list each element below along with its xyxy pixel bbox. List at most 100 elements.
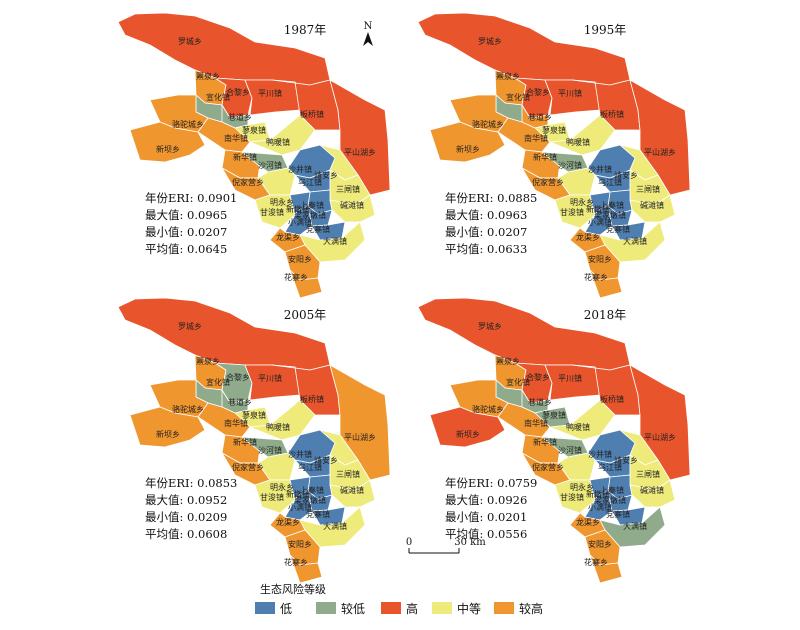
place-label: 安阳乡 bbox=[288, 254, 312, 264]
region-huazhai bbox=[589, 554, 623, 584]
legend-title: 生态风险等级 bbox=[260, 582, 326, 596]
region-jiantan bbox=[329, 479, 376, 508]
region-dangzhai bbox=[611, 221, 646, 241]
place-label: 巷道乡 bbox=[228, 397, 252, 407]
place-label: 上秦镇 bbox=[300, 200, 324, 210]
place-label: 花寨乡 bbox=[584, 557, 608, 567]
region-huazhai bbox=[289, 269, 323, 299]
place-label: 三闸镇 bbox=[636, 184, 660, 194]
place-label: 新坝乡 bbox=[456, 144, 480, 154]
scale-bar: 0 30 km bbox=[406, 537, 486, 554]
place-label: 安阳乡 bbox=[288, 539, 312, 549]
place-label: 蓼泉镇 bbox=[542, 125, 566, 135]
place-label: 新华镇 bbox=[533, 152, 557, 162]
place-label: 巷道乡 bbox=[228, 112, 252, 122]
legend: 生态风险等级 低 较低 高 中等 较高 bbox=[255, 582, 543, 616]
place-label: 三闸镇 bbox=[636, 469, 660, 479]
panel-stat-line: 最小值: 0.0209 bbox=[145, 510, 227, 524]
region-dangzhai bbox=[311, 506, 346, 526]
place-label: 安阳乡 bbox=[588, 254, 612, 264]
region-dangzhai bbox=[311, 221, 346, 241]
place-label: 甘浚镇 bbox=[260, 492, 284, 502]
legend-label: 较低 bbox=[341, 601, 365, 616]
legend-items: 低 较低 高 中等 较高 bbox=[255, 601, 543, 616]
place-label: 罴泉乡 bbox=[496, 356, 520, 366]
place-label: 倪家营乡 bbox=[232, 177, 264, 187]
place-label: 骆驼城乡 bbox=[172, 404, 204, 414]
place-label: 沙井镇 bbox=[288, 449, 312, 459]
place-label: 上秦镇 bbox=[600, 485, 624, 495]
panel-stat-line: 平均值: 0.0633 bbox=[445, 242, 527, 256]
legend-swatch bbox=[494, 602, 514, 614]
place-label: 合黎乡 bbox=[526, 372, 550, 382]
place-label: 平川镇 bbox=[558, 373, 582, 383]
place-label: 龙渠乡 bbox=[276, 232, 300, 242]
place-label: 罗城乡 bbox=[478, 37, 502, 46]
place-label: 平川镇 bbox=[258, 373, 282, 383]
region-xinba bbox=[129, 121, 206, 163]
scale-bar-start-label: 0 bbox=[406, 537, 412, 548]
place-label: 甘浚镇 bbox=[560, 492, 584, 502]
legend-label: 中等 bbox=[457, 601, 481, 616]
place-label: 骆驼城乡 bbox=[472, 119, 504, 129]
place-label: 新墩镇 bbox=[586, 489, 610, 499]
region-huazhai bbox=[289, 554, 323, 584]
north-arrow-icon bbox=[363, 32, 373, 46]
panel-stat-line: 年份ERI: 0.0853 bbox=[145, 476, 237, 490]
place-label: 梁家墩镇 bbox=[594, 210, 626, 220]
place-label: 新坝乡 bbox=[456, 429, 480, 439]
place-label: 宣化镇 bbox=[506, 92, 530, 102]
place-label: 平山湖乡 bbox=[644, 147, 676, 157]
place-label: 党寨镇 bbox=[606, 509, 630, 519]
place-label: 明永乡 bbox=[570, 482, 594, 492]
place-label: 靖安乡 bbox=[614, 455, 638, 465]
place-label: 板桥镇 bbox=[300, 109, 324, 119]
place-label: 新墩镇 bbox=[286, 204, 310, 214]
region-xinba bbox=[429, 406, 506, 448]
place-label: 梁家墩镇 bbox=[594, 495, 626, 505]
north-arrow-label: N bbox=[364, 21, 373, 32]
place-label: 乌江镇 bbox=[298, 177, 322, 187]
legend-label: 高 bbox=[406, 601, 418, 616]
place-label: 小满镇 bbox=[588, 217, 612, 227]
place-label: 上秦镇 bbox=[300, 485, 324, 495]
place-label: 龙渠乡 bbox=[576, 232, 600, 242]
panel-stat-line: 最大值: 0.0963 bbox=[445, 208, 527, 222]
place-label: 罗城乡 bbox=[178, 322, 202, 331]
place-label: 南华镇 bbox=[224, 133, 248, 143]
place-label: 南华镇 bbox=[524, 133, 548, 143]
region-huazhai bbox=[589, 269, 623, 299]
place-label: 沙井镇 bbox=[588, 164, 612, 174]
place-label: 碱滩镇 bbox=[640, 200, 664, 210]
place-label: 大满镇 bbox=[623, 521, 647, 531]
place-label: 明永乡 bbox=[570, 197, 594, 207]
place-label: 蓼泉镇 bbox=[242, 410, 266, 420]
place-label: 小满镇 bbox=[288, 502, 312, 512]
place-label: 合黎乡 bbox=[226, 372, 250, 382]
place-label: 沙河镇 bbox=[558, 160, 582, 170]
panel-stat-line: 最小值: 0.0207 bbox=[145, 225, 227, 239]
place-label: 平山湖乡 bbox=[644, 432, 676, 442]
place-label: 三闸镇 bbox=[336, 469, 360, 479]
panel-stat-line: 最小值: 0.0201 bbox=[445, 510, 527, 524]
panel-year: 2018年 bbox=[584, 308, 627, 322]
legend-swatch bbox=[432, 602, 452, 614]
place-label: 安阳乡 bbox=[588, 539, 612, 549]
place-label: 骆驼城乡 bbox=[172, 119, 204, 129]
place-label: 巷道乡 bbox=[528, 397, 552, 407]
place-label: 板桥镇 bbox=[600, 109, 624, 119]
region-jiantan bbox=[329, 194, 376, 223]
place-label: 明永乡 bbox=[270, 482, 294, 492]
place-label: 三闸镇 bbox=[336, 184, 360, 194]
place-label: 倪家营乡 bbox=[532, 177, 564, 187]
north-arrow: N bbox=[363, 21, 373, 46]
place-label: 蓼泉镇 bbox=[542, 410, 566, 420]
place-label: 沙井镇 bbox=[588, 449, 612, 459]
place-label: 小满镇 bbox=[588, 502, 612, 512]
panel-stat-line: 平均值: 0.0645 bbox=[145, 242, 227, 256]
region-dangzhai bbox=[611, 506, 646, 526]
